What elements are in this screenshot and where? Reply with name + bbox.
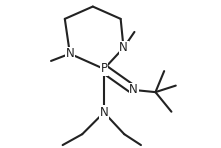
Text: P: P bbox=[101, 62, 107, 75]
Text: N: N bbox=[100, 106, 108, 119]
Text: N: N bbox=[129, 83, 138, 96]
Text: N: N bbox=[65, 47, 74, 60]
Text: N: N bbox=[119, 41, 128, 54]
